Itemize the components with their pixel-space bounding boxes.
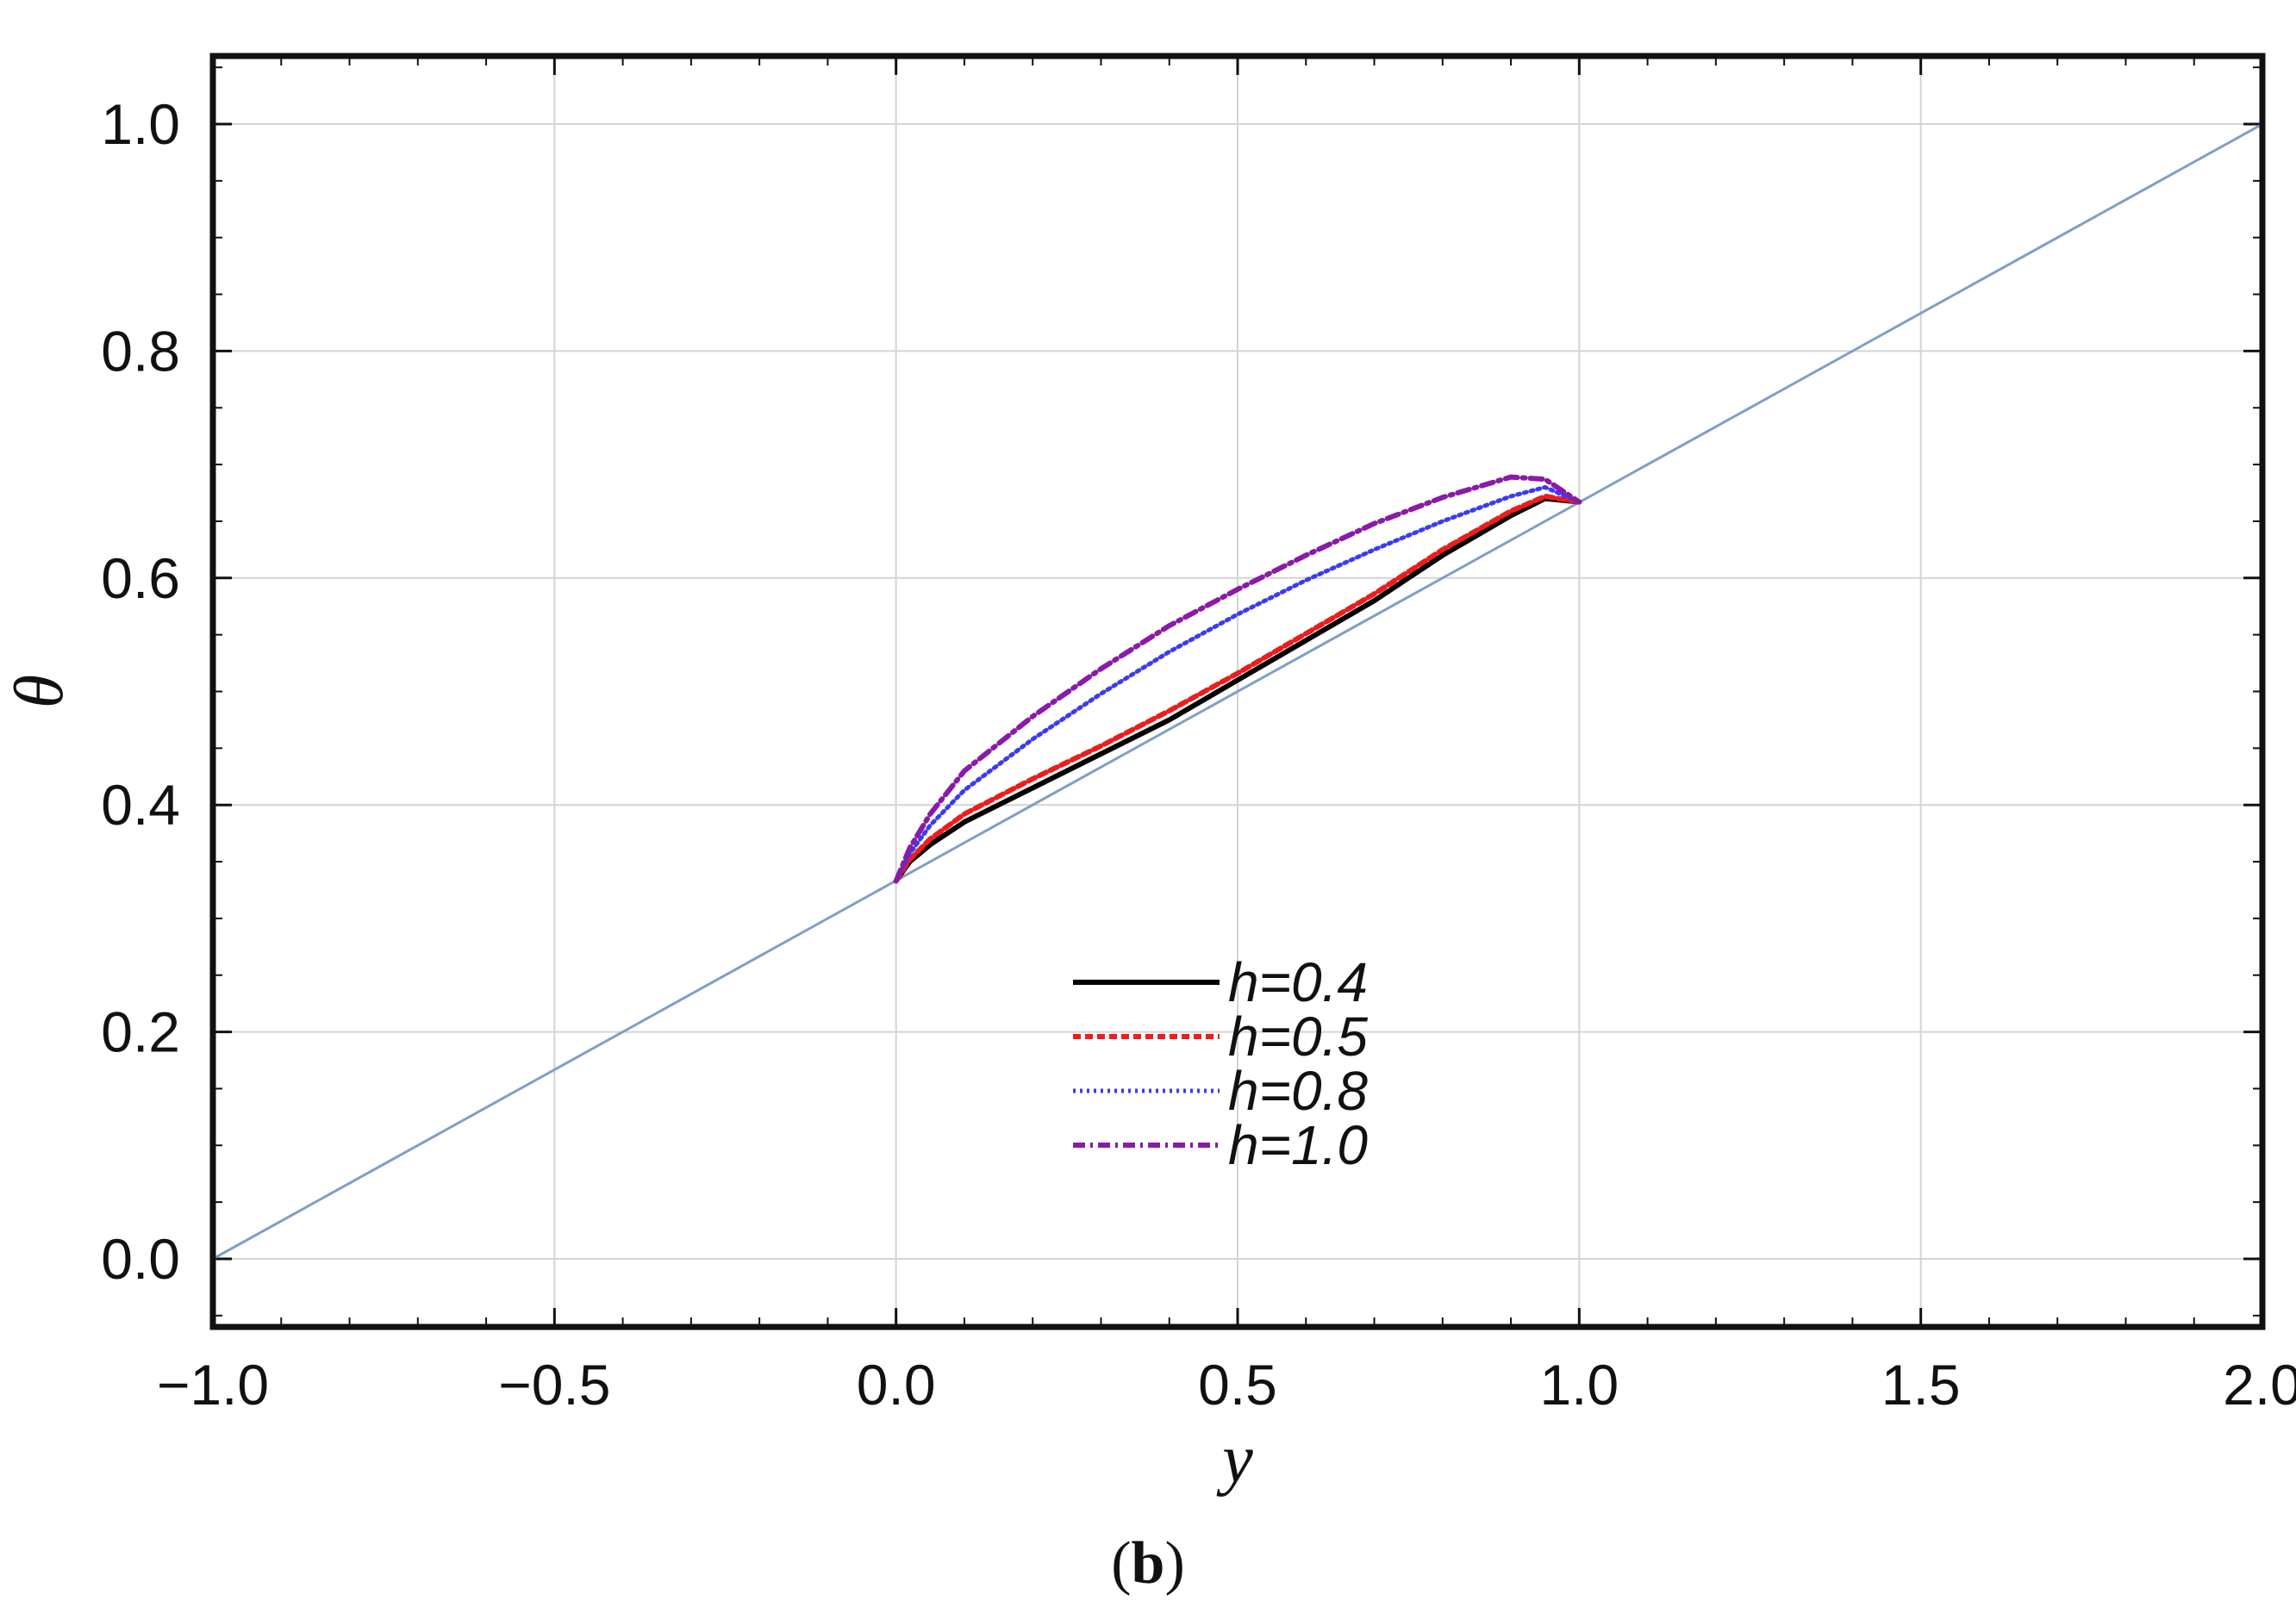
series-line-2: [893, 493, 1582, 884]
y-tick-label: 1.0: [101, 92, 180, 156]
y-tick-label: 0.4: [101, 773, 180, 837]
x-tick-labels: −1.0 −0.5 0.0 0.5 1.0 1.5 2.0: [157, 1353, 2296, 1417]
caption-close: ): [1164, 1530, 1185, 1597]
y-tick-label: 0.2: [101, 1000, 180, 1064]
y-tick-label: 0.8: [101, 319, 180, 383]
x-axis-title: y: [1216, 1422, 1253, 1498]
caption-letter: b: [1131, 1530, 1165, 1597]
x-tick-label: −1.0: [157, 1353, 269, 1417]
y-tick-labels: 0.0 0.2 0.4 0.6 0.8 1.0: [101, 92, 180, 1291]
baseline-layer: [212, 122, 2263, 1261]
series-line-1: [893, 495, 1582, 884]
figure-caption: (b): [0, 1529, 2296, 1598]
grid-lines: [212, 56, 2263, 1327]
baseline-line: [212, 122, 2263, 1261]
series-line-4: [893, 474, 1582, 884]
x-tick-label: 1.5: [1881, 1353, 1961, 1417]
y-axis-title: θ: [2, 675, 78, 708]
x-tick-label: 0.0: [857, 1353, 936, 1417]
x-tick-label: 0.5: [1198, 1353, 1277, 1417]
legend-label-4: h=1.0: [1228, 1114, 1368, 1176]
legend-label-2: h=0.5: [1228, 1006, 1368, 1068]
x-tick-label: 2.0: [2223, 1353, 2296, 1417]
plot-frame: [209, 53, 2266, 1330]
series-layer: [893, 474, 1582, 884]
legend-label-3: h=0.8: [1228, 1060, 1368, 1122]
caption-open: (: [1111, 1530, 1132, 1597]
legend: h=0.4h=0.5h=0.8h=1.0: [1073, 951, 1368, 1176]
series-line-3: [894, 484, 1582, 883]
y-tick-label: 0.0: [101, 1227, 180, 1291]
x-tick-label: 1.0: [1539, 1353, 1619, 1417]
legend-label-1: h=0.4: [1228, 951, 1368, 1013]
x-tick-label: −0.5: [498, 1353, 610, 1417]
y-tick-label: 0.6: [101, 546, 180, 610]
